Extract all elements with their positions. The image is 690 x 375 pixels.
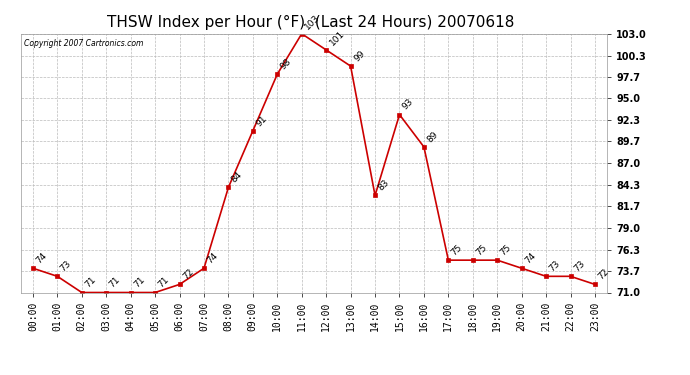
Text: 75: 75 (499, 243, 513, 257)
Text: 71: 71 (132, 275, 146, 290)
Text: 103: 103 (303, 12, 322, 31)
Text: 75: 75 (474, 243, 489, 257)
Text: THSW Index per Hour (°F)  (Last 24 Hours) 20070618: THSW Index per Hour (°F) (Last 24 Hours)… (107, 15, 514, 30)
Text: 71: 71 (83, 275, 98, 290)
Text: 73: 73 (572, 259, 586, 273)
Text: 74: 74 (523, 251, 538, 266)
Text: 75: 75 (450, 243, 464, 257)
Text: 73: 73 (547, 259, 562, 273)
Text: 72: 72 (596, 267, 611, 282)
Text: 73: 73 (59, 259, 73, 273)
Text: 93: 93 (401, 98, 415, 112)
Text: 99: 99 (352, 49, 366, 63)
Text: 83: 83 (377, 178, 391, 193)
Text: 101: 101 (328, 28, 346, 47)
Text: 74: 74 (206, 251, 220, 266)
Text: 71: 71 (157, 275, 171, 290)
Text: 72: 72 (181, 267, 195, 282)
Text: 98: 98 (279, 57, 293, 71)
Text: 71: 71 (108, 275, 122, 290)
Text: 89: 89 (425, 130, 440, 144)
Text: 84: 84 (230, 170, 244, 184)
Text: Copyright 2007 Cartronics.com: Copyright 2007 Cartronics.com (23, 39, 143, 48)
Text: 74: 74 (34, 251, 49, 266)
Text: 91: 91 (254, 114, 268, 128)
